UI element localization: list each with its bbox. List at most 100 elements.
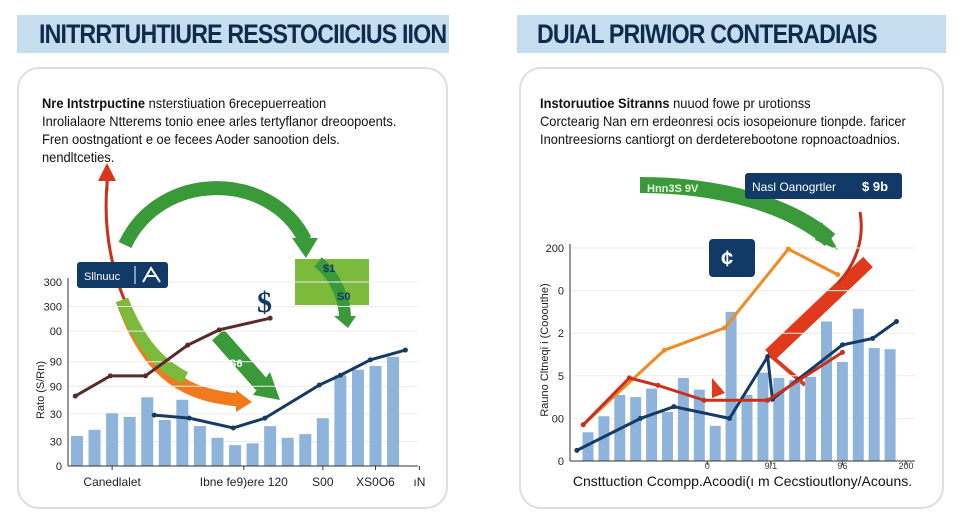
x-tick-label: 200 bbox=[898, 461, 913, 471]
bar bbox=[773, 377, 785, 461]
bar bbox=[71, 435, 83, 466]
series-point bbox=[637, 415, 643, 421]
x-tick-label: Canedlalet bbox=[83, 475, 141, 489]
right-desc-line: nuuod fowe pr urotionss bbox=[669, 95, 811, 111]
bar bbox=[852, 308, 864, 461]
bar bbox=[106, 413, 119, 466]
left-desc-lead: Nre Intstrpuctine bbox=[42, 95, 146, 111]
series-point bbox=[262, 415, 268, 421]
series-point bbox=[839, 342, 845, 348]
bar bbox=[630, 397, 642, 461]
left-desc-line: Fren oostngationt e oe fecees Aoder sano… bbox=[42, 131, 340, 147]
bar bbox=[176, 399, 189, 466]
y-tick-label: 300 bbox=[44, 277, 62, 289]
bar bbox=[662, 412, 673, 461]
bar bbox=[193, 426, 206, 466]
y-tick-label: 5 bbox=[558, 371, 564, 383]
green-arrow-head bbox=[292, 238, 318, 258]
bar bbox=[369, 366, 382, 466]
green-box-label: S0 bbox=[337, 291, 350, 303]
green-top-arrow-head bbox=[815, 222, 838, 250]
right-desc-lead: Instoruutioe Sitranns bbox=[540, 95, 670, 111]
series-line bbox=[154, 348, 406, 430]
x-tick-label: 96 bbox=[837, 461, 847, 471]
series-point bbox=[107, 373, 113, 379]
x-axis-label: Cnsttuction Ccompp.Acoodi(ı m Cecstioutl… bbox=[573, 473, 912, 489]
series-point bbox=[671, 404, 677, 410]
right-title: DUIAL PRIWIOR CONTERADIAIS bbox=[537, 19, 878, 49]
series-point bbox=[402, 347, 408, 353]
y-tick-label: 90 bbox=[50, 381, 62, 393]
y-tick-label: 00 bbox=[50, 326, 62, 338]
y-tick-label: 2 bbox=[558, 328, 564, 340]
series-point bbox=[337, 372, 343, 378]
green-down-arrow bbox=[211, 329, 269, 391]
bar bbox=[211, 437, 224, 466]
bar bbox=[821, 321, 832, 461]
series-point bbox=[701, 397, 707, 403]
series-point bbox=[765, 397, 771, 403]
y-tick-label: 30 bbox=[50, 409, 62, 421]
series-point bbox=[870, 336, 876, 342]
orange-arrow-head bbox=[236, 390, 252, 412]
bar bbox=[351, 369, 364, 466]
green-arrow-label: Hnn3S 9V bbox=[647, 183, 699, 195]
red-marker bbox=[712, 378, 725, 398]
bar bbox=[598, 416, 610, 461]
bar bbox=[158, 420, 171, 466]
series-point bbox=[151, 412, 157, 418]
series-point bbox=[722, 325, 728, 331]
bar bbox=[725, 311, 737, 461]
series-point bbox=[267, 315, 273, 321]
series-point bbox=[893, 318, 899, 324]
series-point bbox=[655, 382, 661, 388]
x-tick-label: ıN bbox=[413, 475, 425, 489]
y-tick-label: 0 bbox=[56, 461, 62, 473]
arrow-label: S6 bbox=[229, 358, 242, 370]
x-tick-label: Ibne fe9)ere 120 bbox=[200, 475, 288, 489]
series-point bbox=[72, 393, 78, 399]
green-arc-arrow bbox=[118, 181, 312, 249]
green-box-label: $1 bbox=[323, 263, 335, 275]
series-point bbox=[661, 347, 667, 353]
bar bbox=[229, 445, 242, 466]
red-thin-curve bbox=[836, 211, 863, 285]
left-desc-line: nendltceties. bbox=[42, 149, 115, 165]
left-description: Nre Intstrpuctine nsterstiuation 6recepu… bbox=[42, 94, 396, 166]
series-line bbox=[582, 351, 844, 426]
green-arrow-segment bbox=[115, 297, 189, 384]
y-axis-label: Rato (S/Rn) bbox=[35, 361, 47, 419]
left-decorations bbox=[98, 163, 873, 412]
bar bbox=[334, 375, 347, 466]
series-point bbox=[765, 354, 771, 360]
right-title-bar: DUIAL PRIWIOR CONTERADIAIS bbox=[517, 15, 946, 53]
series-line bbox=[74, 316, 271, 398]
left-badge bbox=[77, 262, 168, 288]
x-tick-label: XS0O6 bbox=[356, 475, 395, 489]
currency-badge bbox=[709, 239, 755, 277]
x-tick-label: S00 bbox=[312, 475, 334, 489]
x-tick-label: 0 bbox=[705, 461, 710, 471]
series-point bbox=[230, 425, 236, 431]
bar bbox=[387, 356, 400, 466]
series-point bbox=[316, 382, 322, 388]
overlay-labels: Sllnuuc $ $1 S0 S6 Hnn3S 9V Nasl Oanogrt… bbox=[77, 173, 902, 370]
green-box-arrow-head bbox=[334, 316, 356, 328]
green-top-arrow bbox=[639, 177, 836, 247]
series-point bbox=[626, 375, 632, 381]
left-desc-line: nsterstiuation 6recepuerreation bbox=[145, 95, 327, 111]
series-point bbox=[142, 373, 148, 379]
bar bbox=[884, 349, 896, 461]
right-badge-label: Nasl Oanogrtler bbox=[752, 180, 836, 194]
bar bbox=[88, 429, 101, 466]
series-point bbox=[727, 415, 733, 421]
bar bbox=[123, 416, 136, 466]
y-tick-label: 30 bbox=[50, 436, 62, 448]
left-title-bar: INITRRTUHTIURE RESSTOCIICIUS IION bbox=[17, 15, 449, 53]
left-desc-line: Inrolialaore Ntterems tonio enee arles t… bbox=[42, 113, 397, 129]
bar bbox=[646, 388, 658, 461]
y-tick-label: 90 bbox=[50, 357, 62, 369]
bar bbox=[836, 361, 848, 461]
